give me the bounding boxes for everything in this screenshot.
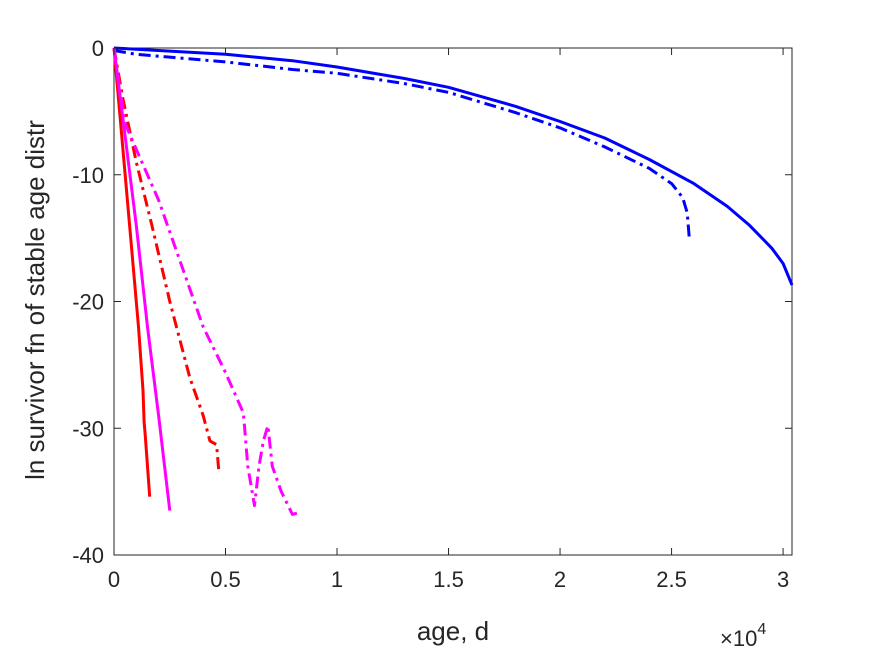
y-tick-label: 0 xyxy=(92,36,104,61)
series-line-6 xyxy=(112,47,298,516)
y-tick-label: -20 xyxy=(72,290,104,315)
x-tick-label: 0.5 xyxy=(210,567,241,592)
x-axis-label: age, d xyxy=(417,616,489,646)
y-tick-label: -10 xyxy=(72,163,104,188)
y-tick-label: -40 xyxy=(72,543,104,568)
y-axis-label: ln survivor fn of stable age distr xyxy=(20,120,50,480)
x-exponent-base: ×10 xyxy=(720,626,757,651)
series-line-5 xyxy=(112,47,172,511)
series-layer xyxy=(112,46,794,516)
series-line-3 xyxy=(112,47,152,497)
x-tick-label: 3 xyxy=(777,567,789,592)
x-tick-label: 2.5 xyxy=(656,567,687,592)
x-tick-label: 1 xyxy=(331,567,343,592)
x-tick-label: 1.5 xyxy=(433,567,464,592)
x-exponent-label: ×104 xyxy=(720,621,766,651)
x-exponent-power: 4 xyxy=(757,621,766,638)
ticks-layer: 0 0.5 1 1.5 2 2.5 3 0 -10 -20 -30 -40 xyxy=(72,36,792,592)
x-tick-label: 2 xyxy=(554,567,566,592)
plot-area xyxy=(113,47,793,556)
x-tick-label: 0 xyxy=(108,567,120,592)
y-tick-label: -30 xyxy=(72,416,104,441)
series-line-1 xyxy=(113,46,794,286)
